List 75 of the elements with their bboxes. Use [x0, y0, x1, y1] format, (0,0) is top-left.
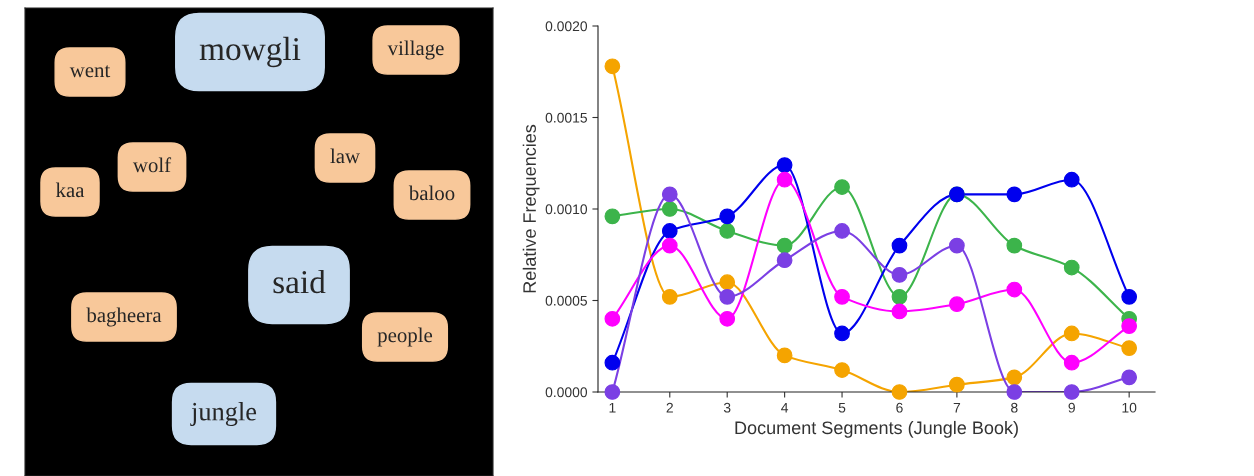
point — [776, 171, 793, 188]
point — [661, 288, 678, 305]
point — [1006, 281, 1023, 298]
point — [1063, 171, 1080, 188]
point — [834, 362, 850, 378]
point — [1063, 325, 1080, 342]
point — [1121, 318, 1138, 334]
point — [661, 201, 678, 217]
x-tick-label: 8 — [1011, 402, 1018, 413]
category-label: mowgli — [199, 36, 301, 68]
point — [891, 267, 908, 283]
point — [604, 208, 621, 225]
point — [661, 237, 678, 254]
point — [1063, 384, 1080, 400]
point — [834, 179, 850, 195]
x-tick-label: 1 — [609, 402, 616, 413]
x-tick-label: 2 — [666, 402, 673, 413]
x-tick-label: 3 — [723, 402, 731, 413]
x-tick-label: 5 — [838, 402, 846, 413]
point — [834, 325, 850, 342]
point — [1006, 384, 1023, 400]
point — [776, 347, 793, 364]
point — [661, 186, 678, 203]
point — [834, 288, 850, 305]
point — [719, 274, 736, 291]
point — [719, 288, 736, 305]
category-label: people — [377, 327, 433, 347]
point — [891, 303, 908, 320]
category-label: law — [330, 148, 360, 164]
point — [1121, 369, 1138, 386]
point — [604, 384, 621, 400]
point — [1006, 186, 1023, 203]
x-tick-label: 9 — [1068, 402, 1075, 413]
point — [891, 384, 908, 400]
category-label: bagheera — [86, 307, 162, 327]
x-axis-title: Document Segments (Jungle Book) — [735, 420, 1018, 438]
point — [719, 223, 736, 239]
y-tick-label: 0.0020 — [545, 21, 588, 32]
point — [1006, 237, 1023, 254]
category-label: baloo — [408, 185, 455, 201]
point — [719, 208, 736, 225]
point — [776, 252, 793, 269]
x-tick-label: 4 — [781, 402, 789, 413]
point — [891, 288, 908, 305]
point — [1121, 288, 1138, 305]
category-label: wolf — [132, 157, 172, 173]
y-tick-label: 0.0000 — [545, 387, 588, 398]
y-tick-label: 0.0010 — [545, 204, 588, 215]
x-tick-label: 7 — [953, 402, 961, 413]
point — [1063, 354, 1080, 371]
y-tick-label: 0.0015 — [545, 112, 588, 123]
point — [604, 58, 621, 75]
point — [949, 296, 965, 313]
point — [949, 376, 965, 393]
category-label: jungle — [190, 402, 257, 426]
point — [661, 223, 678, 239]
point — [891, 237, 908, 254]
y-tick-label: 0.0005 — [545, 295, 588, 306]
point — [604, 354, 621, 371]
point — [834, 223, 850, 239]
point — [776, 237, 793, 254]
point — [776, 157, 793, 173]
category-label: said — [273, 269, 326, 294]
category-label: went — [69, 65, 111, 78]
x-tick-label: 6 — [896, 402, 903, 413]
point — [1121, 340, 1138, 356]
y-axis-title: Relative Frequencies — [522, 124, 540, 293]
point — [1063, 259, 1080, 276]
point — [1006, 369, 1023, 386]
point — [604, 310, 621, 327]
category-label: village — [387, 40, 444, 60]
x-tick-label: 10 — [1122, 402, 1137, 413]
point — [719, 310, 736, 327]
category-label: kaa — [55, 182, 85, 198]
point — [949, 237, 965, 254]
